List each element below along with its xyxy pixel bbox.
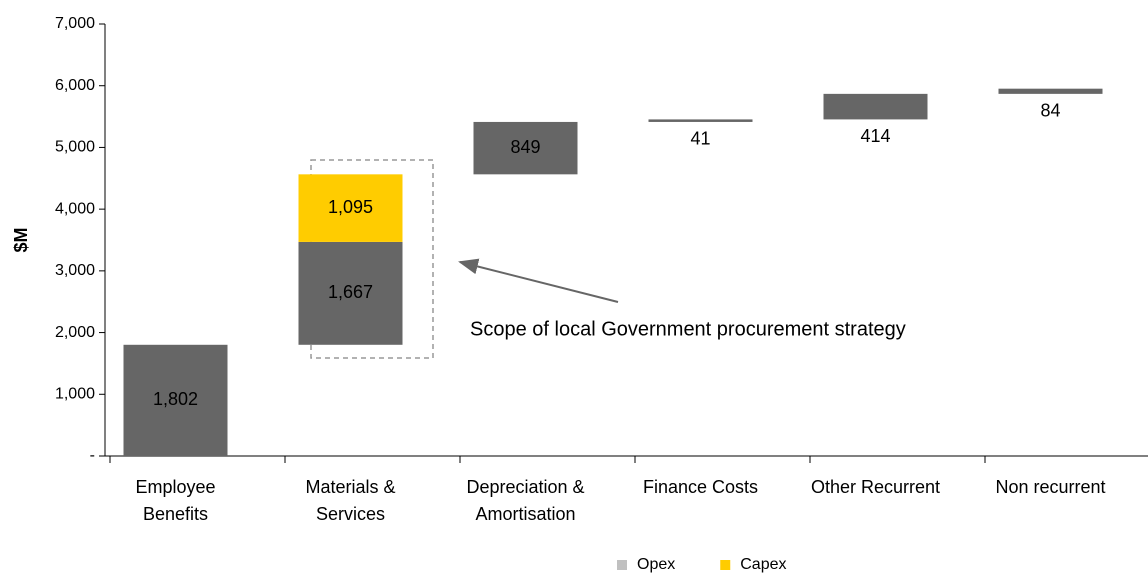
x-tick-label: Non recurrent xyxy=(995,477,1105,497)
y-axis-label: $M xyxy=(11,227,31,252)
value-label: 41 xyxy=(690,129,710,149)
value-label: 414 xyxy=(860,126,890,146)
y-tick-label: 7,000 xyxy=(55,15,95,32)
y-tick-label: 4,000 xyxy=(55,200,95,217)
annotation-arrow xyxy=(458,258,619,303)
x-tick-label: Finance Costs xyxy=(643,477,758,497)
legend-label: Capex xyxy=(740,556,786,573)
x-tick-label: Materials & xyxy=(305,477,395,497)
bar xyxy=(298,174,403,242)
bar xyxy=(473,121,578,175)
value-label: 849 xyxy=(510,137,540,157)
x-tick-label: Depreciation & xyxy=(466,477,584,497)
value-label: 1,802 xyxy=(153,389,198,409)
y-tick-label: - xyxy=(90,447,95,464)
x-tick-label: Services xyxy=(316,504,385,524)
bar xyxy=(648,119,753,122)
value-label: 1,095 xyxy=(328,197,373,217)
y-tick-label: 2,000 xyxy=(55,324,95,341)
value-label: 84 xyxy=(1040,101,1060,121)
value-label: 1,667 xyxy=(328,282,373,302)
bar xyxy=(998,88,1103,94)
annotation: Scope of local Government procurement st… xyxy=(470,318,906,340)
legend-label: Opex xyxy=(637,556,675,573)
y-tick-label: 5,000 xyxy=(55,139,95,156)
x-tick-label: Employee xyxy=(135,477,215,497)
x-tick-label: Amortisation xyxy=(475,504,575,524)
x-tick-label: Benefits xyxy=(143,504,208,524)
y-tick-label: 1,000 xyxy=(55,386,95,403)
x-tick-label: Other Recurrent xyxy=(811,477,940,497)
y-tick-label: 6,000 xyxy=(55,77,95,94)
legend-swatch xyxy=(617,560,627,570)
bar xyxy=(298,241,403,345)
y-tick-label: 3,000 xyxy=(55,262,95,279)
bar xyxy=(123,344,228,456)
bar xyxy=(823,93,928,120)
legend-swatch xyxy=(720,560,731,570)
